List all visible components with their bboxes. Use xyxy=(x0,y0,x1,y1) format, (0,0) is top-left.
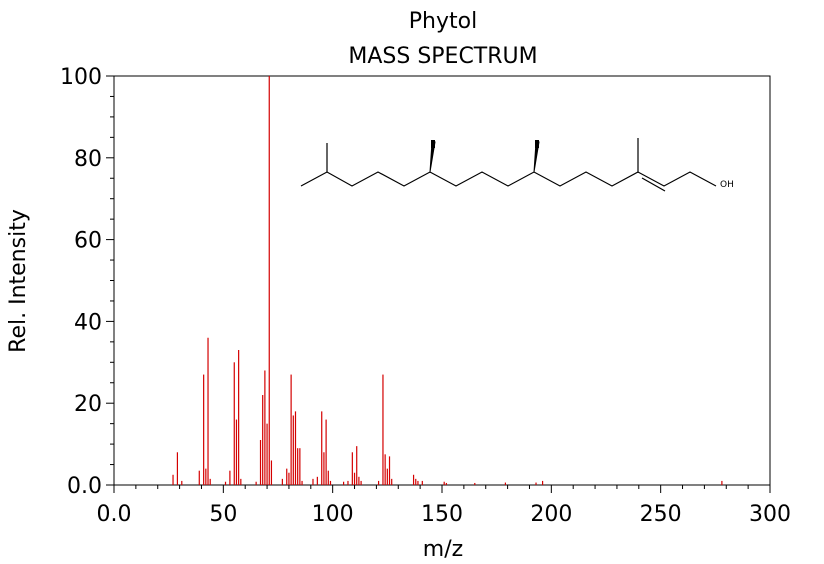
chart-title: Phytol xyxy=(409,9,477,34)
x-axis-ticks: 0.0 50 100 150 200 250 300 xyxy=(97,485,791,527)
y-tick-label: 100 xyxy=(60,65,102,90)
stereo-methyl-1 xyxy=(431,140,435,148)
x-tick-label: 150 xyxy=(421,502,463,527)
x-tick-label: 250 xyxy=(640,502,682,527)
spectrum-bars xyxy=(172,76,723,485)
x-tick-label: 100 xyxy=(312,502,354,527)
y-tick-label: 0.0 xyxy=(67,474,102,499)
x-tick-label: 50 xyxy=(209,502,237,527)
x-tick-label: 0.0 xyxy=(97,502,132,527)
y-tick-label: 20 xyxy=(74,392,102,417)
y-tick-label: 80 xyxy=(74,147,102,172)
y-axis-label: Rel. Intensity xyxy=(6,209,31,353)
x-axis-label: m/z xyxy=(423,537,463,562)
carbon-chain xyxy=(300,171,717,187)
y-tick-label: 40 xyxy=(74,310,102,335)
x-tick-label: 300 xyxy=(749,502,791,527)
y-axis-ticks: 0.0 20 40 60 80 100 xyxy=(60,65,114,499)
plot-frame xyxy=(113,75,771,486)
stereo-methyl-2 xyxy=(535,140,539,148)
y-tick-label: 60 xyxy=(74,229,102,254)
chart-subtitle: MASS SPECTRUM xyxy=(348,44,537,69)
double-bond xyxy=(641,177,666,192)
phytol-structure xyxy=(300,138,717,192)
hydroxyl-label: OH xyxy=(720,180,734,190)
x-tick-label: 200 xyxy=(530,502,572,527)
